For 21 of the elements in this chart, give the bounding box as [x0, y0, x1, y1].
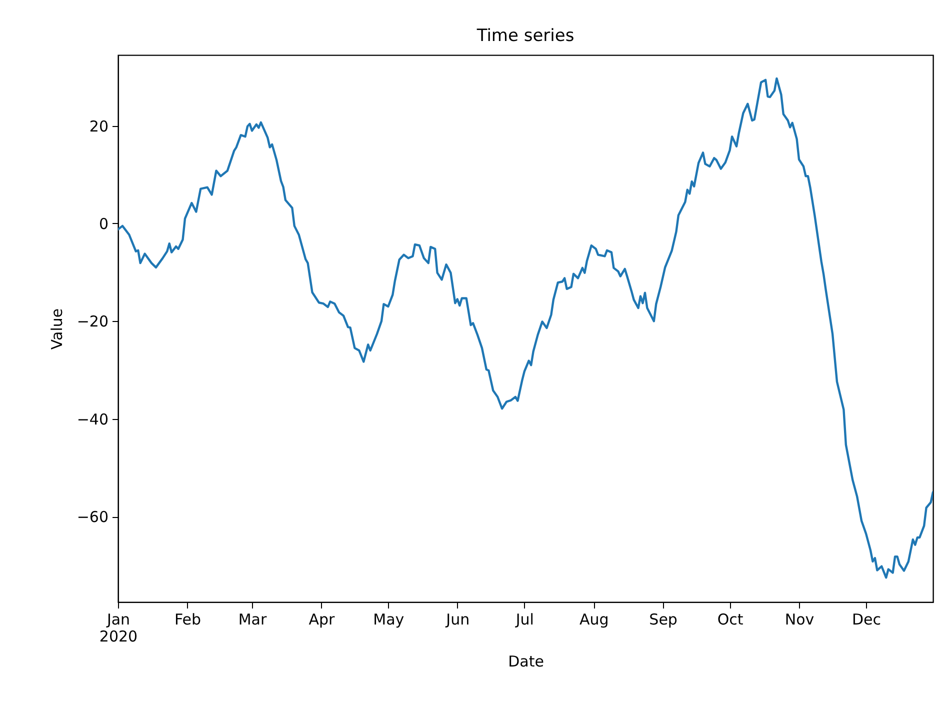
x-tick-label: Mar	[238, 610, 268, 628]
y-tick-label: −60	[76, 508, 108, 526]
x-tick-label: Apr	[308, 610, 336, 628]
y-tick-label: 20	[89, 117, 108, 136]
y-axis-title: Value	[48, 308, 66, 350]
chart-title: Time series	[476, 26, 574, 46]
y-tick-label: −20	[76, 312, 108, 331]
x-tick-label: Dec	[852, 610, 882, 628]
line-series	[118, 77, 933, 579]
x-tick-label: Oct	[717, 610, 744, 628]
x-tick-label: Feb	[174, 610, 201, 628]
x-tick-label: Sep	[649, 610, 678, 628]
y-tick-label: 0	[98, 214, 108, 233]
x-tick-label: Aug	[579, 610, 609, 628]
x-tick-label: Nov	[784, 610, 814, 628]
x-tick-label: Jan 2020	[99, 610, 138, 646]
x-axis-title: Date	[508, 652, 544, 670]
x-tick-label: Jun	[445, 610, 470, 628]
x-tick-label: Jul	[514, 610, 534, 628]
y-tick-label: −40	[76, 410, 108, 428]
x-tick-label: May	[373, 610, 404, 628]
